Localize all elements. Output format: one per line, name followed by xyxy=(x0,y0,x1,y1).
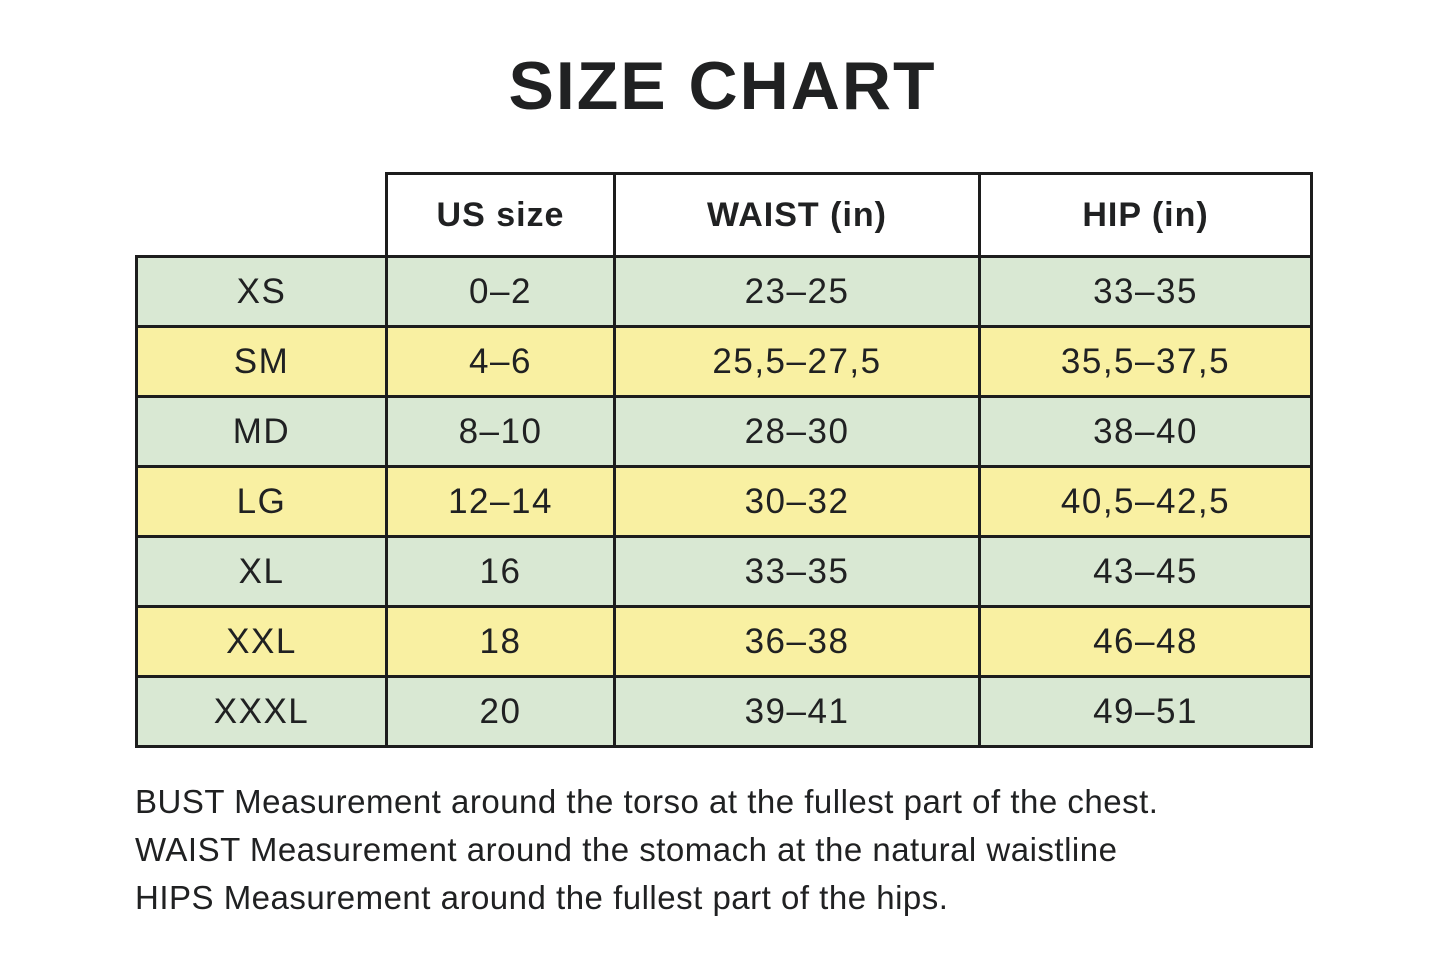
us-size-cell: 4–6 xyxy=(385,325,616,398)
table-row: XXXL 20 39–41 49–51 xyxy=(135,675,1313,748)
waist-cell: 28–30 xyxy=(613,395,981,468)
header-corner-blank xyxy=(137,174,387,257)
us-size-cell: 18 xyxy=(385,605,616,678)
us-size-cell: 20 xyxy=(385,675,616,748)
size-label-cell: MD xyxy=(135,395,388,468)
waist-cell: 30–32 xyxy=(613,465,981,538)
waist-cell: 25,5–27,5 xyxy=(613,325,981,398)
hip-cell: 40,5–42,5 xyxy=(978,465,1313,538)
waist-cell: 39–41 xyxy=(613,675,981,748)
waist-cell: 33–35 xyxy=(613,535,981,608)
hip-cell: 38–40 xyxy=(978,395,1313,468)
footnotes: BUST Measurement around the torso at the… xyxy=(135,778,1335,922)
us-size-cell: 0–2 xyxy=(385,255,616,328)
us-size-cell: 16 xyxy=(385,535,616,608)
size-label-cell: SM xyxy=(135,325,388,398)
table-row: SM 4–6 25,5–27,5 35,5–37,5 xyxy=(135,325,1313,398)
us-size-cell: 8–10 xyxy=(385,395,616,468)
table-row: XXL 18 36–38 46–48 xyxy=(135,605,1313,678)
footnote-bust: BUST Measurement around the torso at the… xyxy=(135,783,1159,820)
hip-cell: 46–48 xyxy=(978,605,1313,678)
size-label-cell: XXL xyxy=(135,605,388,678)
size-chart-table: US size WAIST (in) HIP (in) XS 0–2 23–25 33… xyxy=(135,172,1313,748)
table-header: US size WAIST (in) HIP (in) xyxy=(137,172,1313,258)
hip-cell: 35,5–37,5 xyxy=(978,325,1313,398)
us-size-cell: 12–14 xyxy=(385,465,616,538)
table-row: MD 8–10 28–30 38–40 xyxy=(135,395,1313,468)
hip-cell: 49–51 xyxy=(978,675,1313,748)
table-row: XS 0–2 23–25 33–35 xyxy=(135,255,1313,328)
size-label-cell: XS xyxy=(135,255,388,328)
size-label-cell: XXXL xyxy=(135,675,388,748)
footnote-hips: HIPS Measurement around the fullest part… xyxy=(135,879,949,916)
page-title: SIZE CHART xyxy=(508,48,937,124)
header-hip: HIP (in) xyxy=(978,172,1313,258)
size-label-cell: LG xyxy=(135,465,388,538)
header-waist: WAIST (in) xyxy=(613,172,981,258)
hip-cell: 43–45 xyxy=(978,535,1313,608)
table-row: LG 12–14 30–32 40,5–42,5 xyxy=(135,465,1313,538)
waist-cell: 36–38 xyxy=(613,605,981,678)
table-row: XL 16 33–35 43–45 xyxy=(135,535,1313,608)
header-us-size: US size xyxy=(385,172,616,258)
hip-cell: 33–35 xyxy=(978,255,1313,328)
size-label-cell: XL xyxy=(135,535,388,608)
waist-cell: 23–25 xyxy=(613,255,981,328)
footnote-waist: WAIST Measurement around the stomach at … xyxy=(135,831,1118,868)
size-table-body: XS 0–2 23–25 33–35 SM 4–6 25,5–27,5 35,5–37,5 MD… xyxy=(135,255,1313,748)
header-row: US size WAIST (in) HIP (in) xyxy=(137,172,1313,258)
